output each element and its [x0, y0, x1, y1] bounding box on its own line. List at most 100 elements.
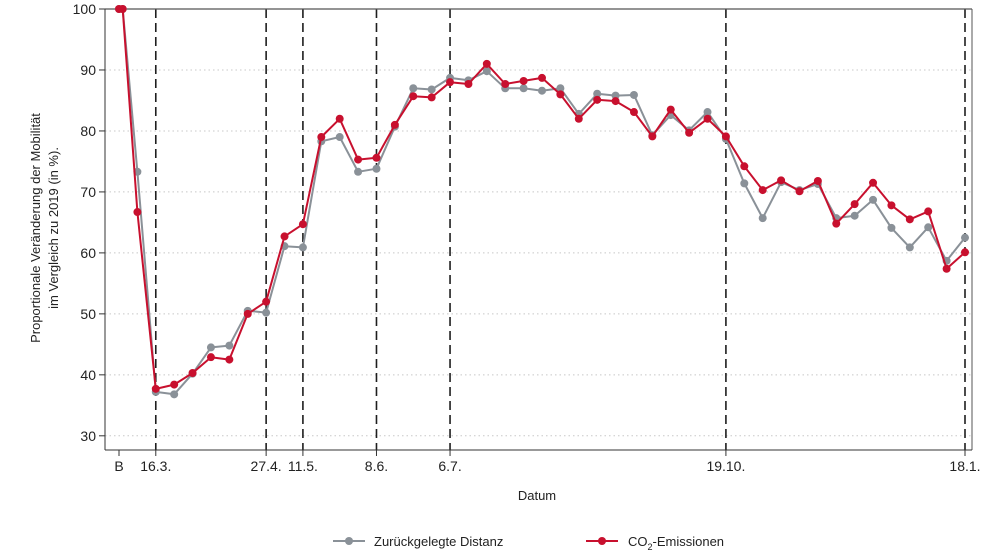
data-point-s1-2	[133, 208, 142, 217]
data-point-s0-44	[905, 243, 914, 252]
y-axis-title-line-1: Proportionale Veränderung der Mobilität	[28, 113, 43, 343]
x-tick-label-2: 27.4.	[251, 458, 282, 474]
data-point-s1-30	[648, 132, 657, 141]
data-point-s1-46	[942, 264, 951, 273]
data-point-s1-16	[390, 120, 399, 129]
y-tick-label-80: 80	[80, 123, 96, 139]
data-point-s1-34	[721, 132, 730, 141]
data-point-s1-6	[206, 353, 215, 362]
axis-labels: Datum Proportionale Veränderung der Mobi…	[28, 113, 556, 503]
data-point-s1-13	[335, 114, 344, 123]
data-point-s1-44	[905, 215, 914, 224]
data-point-s1-5	[188, 369, 197, 378]
data-point-s1-12	[317, 133, 326, 142]
legend-co2-suffix: -Emissionen	[653, 534, 725, 549]
event-lines	[154, 9, 966, 450]
data-point-s0-36	[758, 214, 767, 223]
data-point-s1-18	[427, 93, 436, 102]
data-point-s1-21	[482, 59, 491, 68]
data-point-s0-6	[206, 343, 215, 352]
series-group	[115, 5, 969, 399]
axes: 30 40 50 60 70 80 90 100 B 16.3. 27.4. 11.5. 8.6. 6.7…	[73, 1, 981, 474]
data-point-s1-23	[519, 76, 528, 85]
data-point-s0-18	[427, 85, 436, 94]
series-0	[115, 5, 969, 399]
x-tick-label-0: B	[114, 458, 123, 474]
data-point-s1-28	[611, 97, 620, 106]
legend-co2-subscript: 2	[648, 542, 653, 552]
data-point-s1-25	[556, 90, 565, 99]
legend-label-distance: Zurückgelegte Distanz	[374, 534, 503, 549]
data-point-s0-43	[887, 223, 896, 232]
data-point-s1-36	[758, 186, 767, 195]
series-line-1	[119, 8, 966, 390]
data-point-s1-37	[777, 176, 786, 185]
data-point-s1-11	[298, 220, 307, 229]
data-point-s1-9	[262, 297, 271, 306]
data-point-s0-42	[869, 195, 878, 204]
data-point-s0-9	[262, 308, 271, 317]
data-point-s1-43	[887, 201, 896, 210]
data-point-s1-35	[740, 162, 749, 171]
data-point-s1-19	[446, 78, 455, 87]
y-tick-label-40: 40	[80, 367, 96, 383]
data-point-s0-27	[593, 89, 602, 98]
data-point-s1-10	[280, 232, 289, 241]
data-point-s0-47	[961, 233, 969, 242]
y-tick-label-70: 70	[80, 184, 96, 200]
x-tick-label-1: 16.3.	[140, 458, 171, 474]
data-point-s1-14	[354, 155, 363, 164]
data-point-s1-38	[795, 187, 804, 196]
y-tick-label-30: 30	[80, 428, 96, 444]
data-point-s1-1	[118, 5, 127, 13]
data-point-s0-25	[556, 84, 565, 93]
data-point-s1-29	[629, 108, 638, 117]
data-point-s1-24	[538, 73, 546, 82]
data-point-s0-11	[298, 243, 307, 252]
data-point-s0-41	[850, 211, 859, 220]
x-axis-title: Datum	[518, 488, 556, 503]
data-point-s0-45	[924, 223, 933, 232]
data-point-s0-28	[611, 91, 620, 100]
data-point-s0-35	[740, 179, 749, 188]
data-point-s1-32	[685, 128, 694, 137]
x-tick-label-6: 19.10.	[706, 458, 745, 474]
data-point-s0-13	[335, 133, 344, 142]
data-point-s1-8	[243, 309, 252, 318]
y-tick-label-50: 50	[80, 306, 96, 322]
data-point-s1-20	[464, 79, 473, 88]
data-point-s1-26	[574, 114, 583, 123]
data-point-s0-14	[354, 167, 363, 176]
series-1	[115, 5, 969, 393]
data-point-s1-22	[501, 79, 510, 88]
data-point-s1-3	[151, 384, 160, 393]
data-point-s1-41	[850, 200, 859, 209]
data-point-s0-29	[629, 90, 638, 99]
x-tick-label-5: 6.7.	[438, 458, 461, 474]
data-point-s0-24	[538, 86, 546, 95]
legend: Zurückgelegte Distanz CO2-Emissionen	[333, 534, 724, 552]
x-tick-label-3: 11.5.	[288, 458, 318, 474]
data-point-s0-4	[170, 390, 179, 399]
data-point-s0-21	[482, 67, 491, 76]
data-point-s1-45	[924, 207, 933, 216]
y-tick-label-60: 60	[80, 245, 96, 261]
legend-swatch-co2-marker	[598, 537, 606, 545]
data-point-s1-39	[813, 176, 822, 185]
data-point-s0-33	[703, 108, 712, 117]
data-point-s1-40	[832, 219, 841, 228]
y-axis-title-line-2: im Vergleich zu 2019 (in %).	[46, 147, 61, 309]
legend-label-co2: CO2-Emissionen	[628, 534, 724, 552]
data-point-s1-33	[703, 114, 712, 123]
data-point-s0-23	[519, 84, 528, 93]
data-point-s1-27	[593, 95, 602, 104]
legend-swatch-distance-marker	[345, 537, 353, 545]
data-point-s0-17	[409, 84, 418, 93]
data-point-s0-7	[225, 341, 234, 350]
data-point-s1-47	[961, 248, 969, 257]
y-tick-label-90: 90	[80, 62, 96, 78]
data-point-s0-15	[372, 164, 381, 173]
x-tick-label-4: 8.6.	[365, 458, 388, 474]
legend-co2-base: CO	[628, 534, 648, 549]
